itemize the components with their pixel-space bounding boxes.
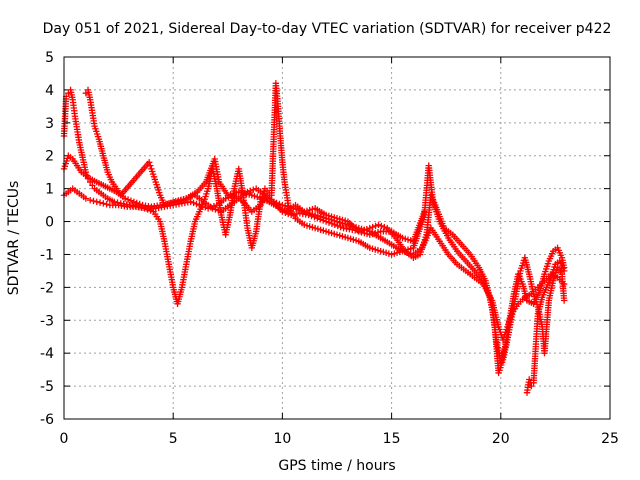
data-point — [87, 196, 94, 204]
y-tick-label: -3 — [40, 313, 54, 329]
data-point — [372, 222, 379, 230]
data-point — [147, 162, 154, 169]
data-point — [560, 267, 568, 275]
data-point — [96, 199, 104, 206]
x-tick-label: 25 — [601, 431, 619, 447]
x-axis-label: GPS time / hours — [278, 458, 395, 474]
data-point — [127, 197, 135, 204]
x-tick-label: 15 — [383, 431, 401, 447]
y-tick-label: 0 — [45, 215, 54, 231]
data-point — [82, 195, 90, 202]
data-point — [276, 200, 283, 208]
y-tick-label: -6 — [40, 412, 54, 428]
data-point — [103, 201, 110, 208]
x-tick-label: 10 — [273, 431, 291, 447]
data-point — [164, 200, 171, 208]
data-point — [375, 221, 382, 229]
grid — [64, 57, 610, 419]
data-point — [89, 182, 96, 189]
data-point — [147, 207, 154, 214]
data-point — [161, 201, 168, 209]
x-tick-label: 5 — [169, 431, 178, 447]
data-point — [421, 208, 428, 215]
y-tick-label: 2 — [45, 149, 54, 165]
y-tick-label: 3 — [45, 116, 54, 132]
data-point — [145, 159, 153, 166]
data-point — [121, 195, 129, 202]
y-tick-label: -5 — [40, 379, 54, 395]
data-point — [144, 206, 151, 213]
data-point — [247, 187, 254, 195]
axes: 0 5 10 15 20 25 -6 -5 -4 -3 -2 -1 0 1 2 3 4 5 — [40, 50, 619, 447]
data-point — [130, 198, 138, 205]
data-point — [212, 206, 219, 213]
data-point — [528, 382, 535, 390]
x-tick-label: 0 — [60, 431, 69, 447]
data-point — [100, 200, 107, 207]
y-tick-label: -4 — [40, 346, 54, 362]
data-point — [560, 297, 568, 304]
y-tick-label: 5 — [45, 50, 54, 66]
data-point — [381, 223, 388, 231]
y-axis-label: SDTVAR / TECUs — [6, 181, 22, 296]
data-point — [193, 200, 200, 208]
data-points — [60, 80, 568, 396]
data-point — [190, 199, 197, 207]
y-tick-label: 1 — [45, 182, 54, 198]
data-point — [369, 223, 376, 231]
data-point — [141, 205, 149, 212]
data-point — [90, 197, 97, 205]
series-track-c — [60, 80, 568, 377]
y-tick-label: -1 — [40, 247, 54, 263]
data-point — [167, 199, 174, 207]
data-point — [93, 198, 100, 205]
x-tick-label: 20 — [492, 431, 510, 447]
data-point — [334, 222, 341, 230]
data-point — [187, 198, 194, 205]
data-point — [124, 196, 132, 203]
data-point — [136, 200, 143, 208]
data-point — [133, 199, 140, 207]
data-point — [525, 376, 533, 383]
y-tick-label: -2 — [40, 280, 54, 296]
data-point — [378, 222, 385, 230]
data-point — [337, 223, 344, 231]
data-point — [209, 205, 216, 212]
chart-title: Day 051 of 2021, Sidereal Day-to-day VTE… — [43, 21, 612, 37]
series-track-a — [60, 86, 568, 367]
series-track-d — [82, 86, 568, 396]
data-point — [111, 198, 118, 205]
plot-border — [63, 56, 611, 420]
y-tick-label: 4 — [45, 83, 54, 99]
data-point — [222, 195, 229, 202]
